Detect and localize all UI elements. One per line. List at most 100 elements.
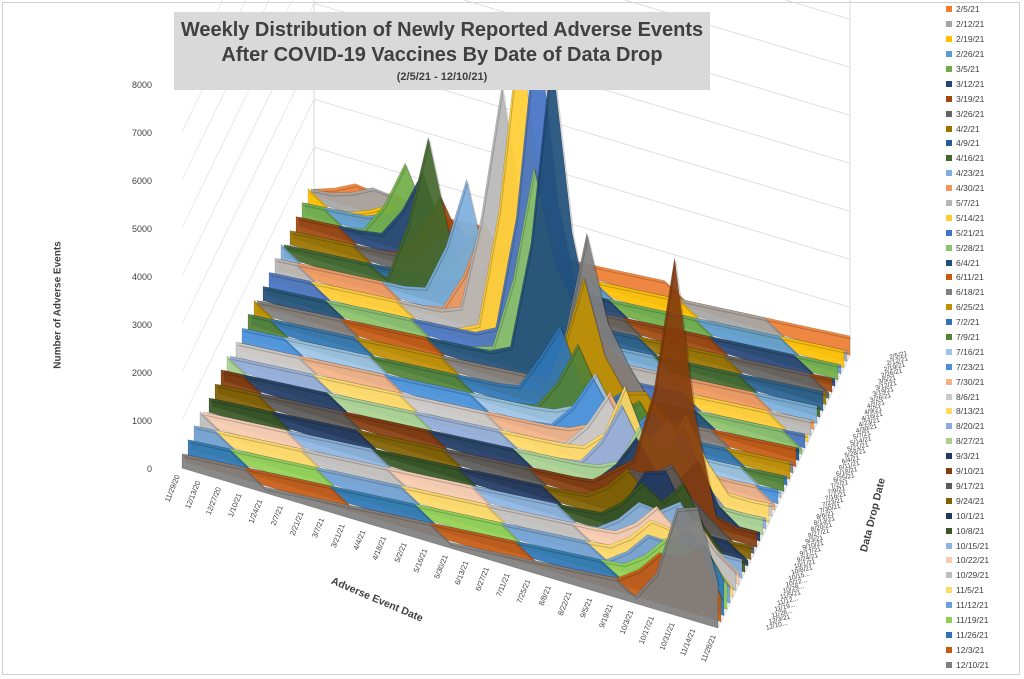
legend-item: 8/20/21 <box>946 419 1022 434</box>
legend-label: 8/20/21 <box>956 421 985 432</box>
legend-item: 3/19/21 <box>946 91 1022 106</box>
legend-swatch <box>946 319 952 326</box>
legend-label: 6/4/21 <box>956 257 980 268</box>
legend-item: 8/13/21 <box>946 404 1022 419</box>
legend-item: 5/14/21 <box>946 210 1022 225</box>
z-tick-label: 5/7/21 <box>852 430 872 441</box>
legend-swatch <box>946 140 952 147</box>
legend-label: 4/30/21 <box>956 183 985 194</box>
legend-swatch <box>946 646 952 653</box>
y-tick-label: 7000 <box>132 128 152 138</box>
legend-swatch <box>946 185 952 192</box>
gridline-back <box>313 98 851 260</box>
legend-swatch <box>946 572 952 579</box>
legend-label: 7/2/21 <box>956 317 980 328</box>
legend-label: 9/17/21 <box>956 480 985 491</box>
legend-swatch <box>946 289 952 296</box>
series-edge <box>267 169 804 453</box>
legend-item: 9/24/21 <box>946 493 1022 508</box>
x-tick-label: 10/31/21 <box>657 621 676 651</box>
legend-swatch <box>946 468 952 475</box>
legend-swatch <box>946 259 952 266</box>
legend-item: 7/16/21 <box>946 344 1022 359</box>
legend-item: 10/1/21 <box>946 508 1022 523</box>
legend-swatch <box>946 363 952 370</box>
legend-item: 4/30/21 <box>946 181 1022 196</box>
legend-swatch <box>946 631 952 638</box>
legend-label: 10/8/21 <box>956 525 985 536</box>
legend-swatch <box>946 423 952 430</box>
legend-label: 11/26/21 <box>956 629 989 640</box>
gridline-side <box>181 51 315 325</box>
legend-item: 5/21/21 <box>946 225 1022 240</box>
legend-item: 10/8/21 <box>946 523 1022 538</box>
legend-item: 5/28/21 <box>946 240 1022 255</box>
legend-label: 4/16/21 <box>956 153 985 164</box>
legend-item: 9/17/21 <box>946 479 1022 494</box>
x-tick-label: 8/8/21 <box>537 584 553 607</box>
x-tick-label: 7/11/21 <box>494 572 512 598</box>
legend-swatch <box>946 334 952 341</box>
legend-label: 12/3/21 <box>956 644 985 655</box>
x-tick-label: 7/25/21 <box>515 578 533 605</box>
legend-swatch <box>946 304 952 311</box>
x-tick-label: 6/13/21 <box>453 560 471 587</box>
legend-label: 7/30/21 <box>956 376 985 387</box>
x-tick-label: 11/14/21 <box>678 627 697 657</box>
z-tick-label: 6/4/21 <box>841 454 861 465</box>
legend-item: 7/9/21 <box>946 330 1022 345</box>
legend-item: 7/30/21 <box>946 374 1022 389</box>
x-tick-label: 3/21/21 <box>329 523 347 550</box>
z-tick-label: 7/2/21 <box>830 479 850 490</box>
x-tick-label: 2/21/21 <box>288 510 306 537</box>
legend-swatch <box>946 125 952 132</box>
legend-swatch <box>946 66 952 72</box>
legend-label: 2/12/21 <box>956 19 985 30</box>
z-tick-label: 3/5/21 <box>878 374 898 385</box>
legend-swatch <box>946 602 952 609</box>
legend-label: 5/7/21 <box>956 198 980 209</box>
legend-swatch <box>946 512 952 519</box>
legend-label: 10/29/21 <box>956 570 990 581</box>
z-tick-label: 8/6/21 <box>816 510 836 521</box>
legend-label: 4/9/21 <box>956 138 980 149</box>
x-tick-label: 10/17/21 <box>637 615 656 645</box>
legend-item: 10/29/21 <box>946 568 1022 583</box>
z-tick-label: 11/12... <box>777 595 799 607</box>
legend-item: 4/23/21 <box>946 166 1022 181</box>
legend-item: 12/3/21 <box>946 642 1022 657</box>
y-tick-label: 1000 <box>132 416 152 426</box>
legend-label: 10/15/21 <box>956 540 990 551</box>
legend-item: 6/4/21 <box>946 255 1022 270</box>
legend-item: 3/12/21 <box>946 76 1022 91</box>
chart-series <box>181 13 852 629</box>
legend-item: 2/5/21 <box>946 2 1022 17</box>
legend-item: 2/19/21 <box>946 32 1022 47</box>
chart-title-line1: Weekly Distribution of Newly Reported Ad… <box>180 19 704 41</box>
legend-swatch <box>946 616 952 623</box>
x-tick-label: 8/22/21 <box>556 590 574 617</box>
legend-swatch <box>946 378 952 385</box>
legend-item: 7/2/21 <box>946 315 1022 330</box>
x-tick-label: 5/16/21 <box>412 547 430 574</box>
series-area <box>262 51 800 461</box>
x-tick-label: 6/27/21 <box>473 566 491 593</box>
legend-label: 5/14/21 <box>956 212 985 223</box>
x-tick-label: 1/24/21 <box>247 498 265 525</box>
legend-label: 11/19/21 <box>956 614 989 625</box>
legend-item: 6/18/21 <box>946 285 1022 300</box>
legend-item: 3/26/21 <box>946 106 1022 121</box>
chart-legend: 2/5/21 2/12/21 2/19/21 2/26/21 3/5/21 3/12/21… <box>946 2 1022 676</box>
legend-item: 6/11/21 <box>946 270 1022 285</box>
chart-subtitle: (2/5/21 - 12/10/21) <box>396 71 488 83</box>
legend-swatch <box>946 200 952 207</box>
x-tick-label: 4/4/21 <box>351 529 367 552</box>
legend-swatch <box>946 587 952 594</box>
legend-label: 3/19/21 <box>956 93 985 104</box>
legend-swatch <box>946 6 952 13</box>
series-edge <box>198 428 735 591</box>
legend-swatch <box>946 170 952 177</box>
legend-swatch <box>946 229 952 236</box>
legend-label: 6/25/21 <box>956 302 985 313</box>
